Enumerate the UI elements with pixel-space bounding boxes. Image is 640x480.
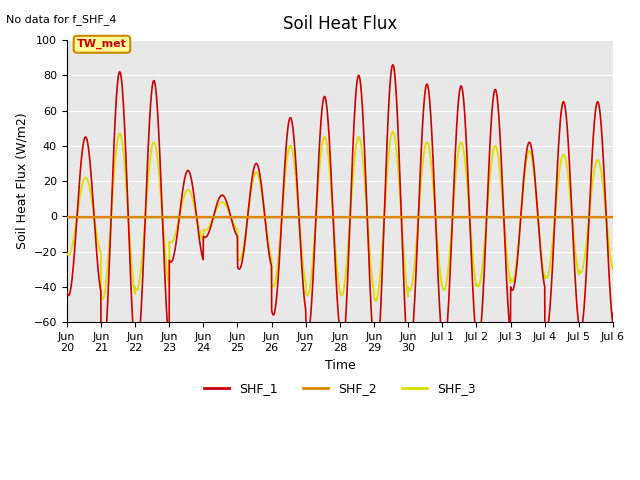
Text: TW_met: TW_met bbox=[77, 39, 127, 49]
Legend: SHF_1, SHF_2, SHF_3: SHF_1, SHF_2, SHF_3 bbox=[200, 377, 481, 400]
Y-axis label: Soil Heat Flux (W/m2): Soil Heat Flux (W/m2) bbox=[15, 113, 28, 249]
X-axis label: Time: Time bbox=[324, 359, 355, 372]
Title: Soil Heat Flux: Soil Heat Flux bbox=[283, 15, 397, 33]
Text: No data for f_SHF_4: No data for f_SHF_4 bbox=[6, 14, 117, 25]
